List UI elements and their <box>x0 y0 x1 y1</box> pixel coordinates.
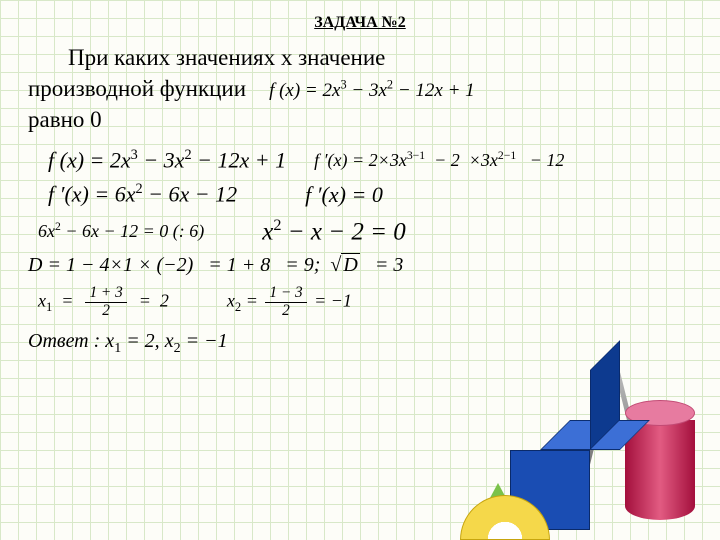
problem-line1: При каких значениях x значение <box>28 42 692 73</box>
eq-divide: 6x2 − 6x − 12 = 0 (: 6) <box>38 220 204 242</box>
eq-fprime-simplified: f ′(x) = 6x2 − 6x − 12 <box>48 181 237 207</box>
work-row-2: f ′(x) = 6x2 − 6x − 12 f ′(x) = 0 <box>28 181 692 207</box>
eq-fprime-expanded: f ′(x) = 2×3x3−1 − 2 ×3x2−1 − 12 <box>314 149 564 171</box>
root-2: x2 = 1 − 32 = −1 <box>227 285 352 320</box>
cylinder-shape <box>625 400 695 520</box>
problem-line3: равно 0 <box>28 104 692 135</box>
eq-quadratic: x2 − x − 2 = 0 <box>262 216 405 246</box>
problem-line2: производной функции f (x) = 2x3 − 3x2 − … <box>28 73 692 104</box>
work-row-3: 6x2 − 6x − 12 = 0 (: 6) x2 − x − 2 = 0 <box>28 216 692 246</box>
slide-content: ЗАДАЧА №2 При каких значениях x значение… <box>0 0 720 371</box>
inline-function: f (x) = 2x3 − 3x2 − 12x + 1 <box>269 80 475 101</box>
decorative-shapes <box>470 340 720 540</box>
work-row-1: f (x) = 2x3 − 3x2 − 12x + 1 f ′(x) = 2×3… <box>28 147 692 173</box>
root1-val: 2 <box>160 291 169 311</box>
work-row-roots: x1 = 1 + 32 = 2 x2 = 1 − 32 = −1 <box>28 285 692 320</box>
root1-den: 2 <box>98 303 114 320</box>
eq-fprime-zero: f ′(x) = 0 <box>305 182 383 208</box>
problem-statement: При каких значениях x значение производн… <box>28 42 692 135</box>
root2-val: −1 <box>331 291 352 311</box>
root2-num: 1 − 3 <box>265 285 306 303</box>
root1-num: 1 + 3 <box>85 285 126 303</box>
work-row-discriminant: D = 1 − 4×1 × (−2) = 1 + 8 = 9; D = 3 <box>28 254 692 277</box>
problem-title: ЗАДАЧА №2 <box>28 14 692 32</box>
eq-discriminant: D = 1 − 4×1 × (−2) = 1 + 8 = 9; D = 3 <box>28 254 403 277</box>
root-1: x1 = 1 + 32 = 2 <box>38 285 169 320</box>
root2-den: 2 <box>278 303 294 320</box>
eq-f: f (x) = 2x3 − 3x2 − 12x + 1 <box>48 147 286 173</box>
problem-line2-prefix: производной функции <box>28 76 246 101</box>
